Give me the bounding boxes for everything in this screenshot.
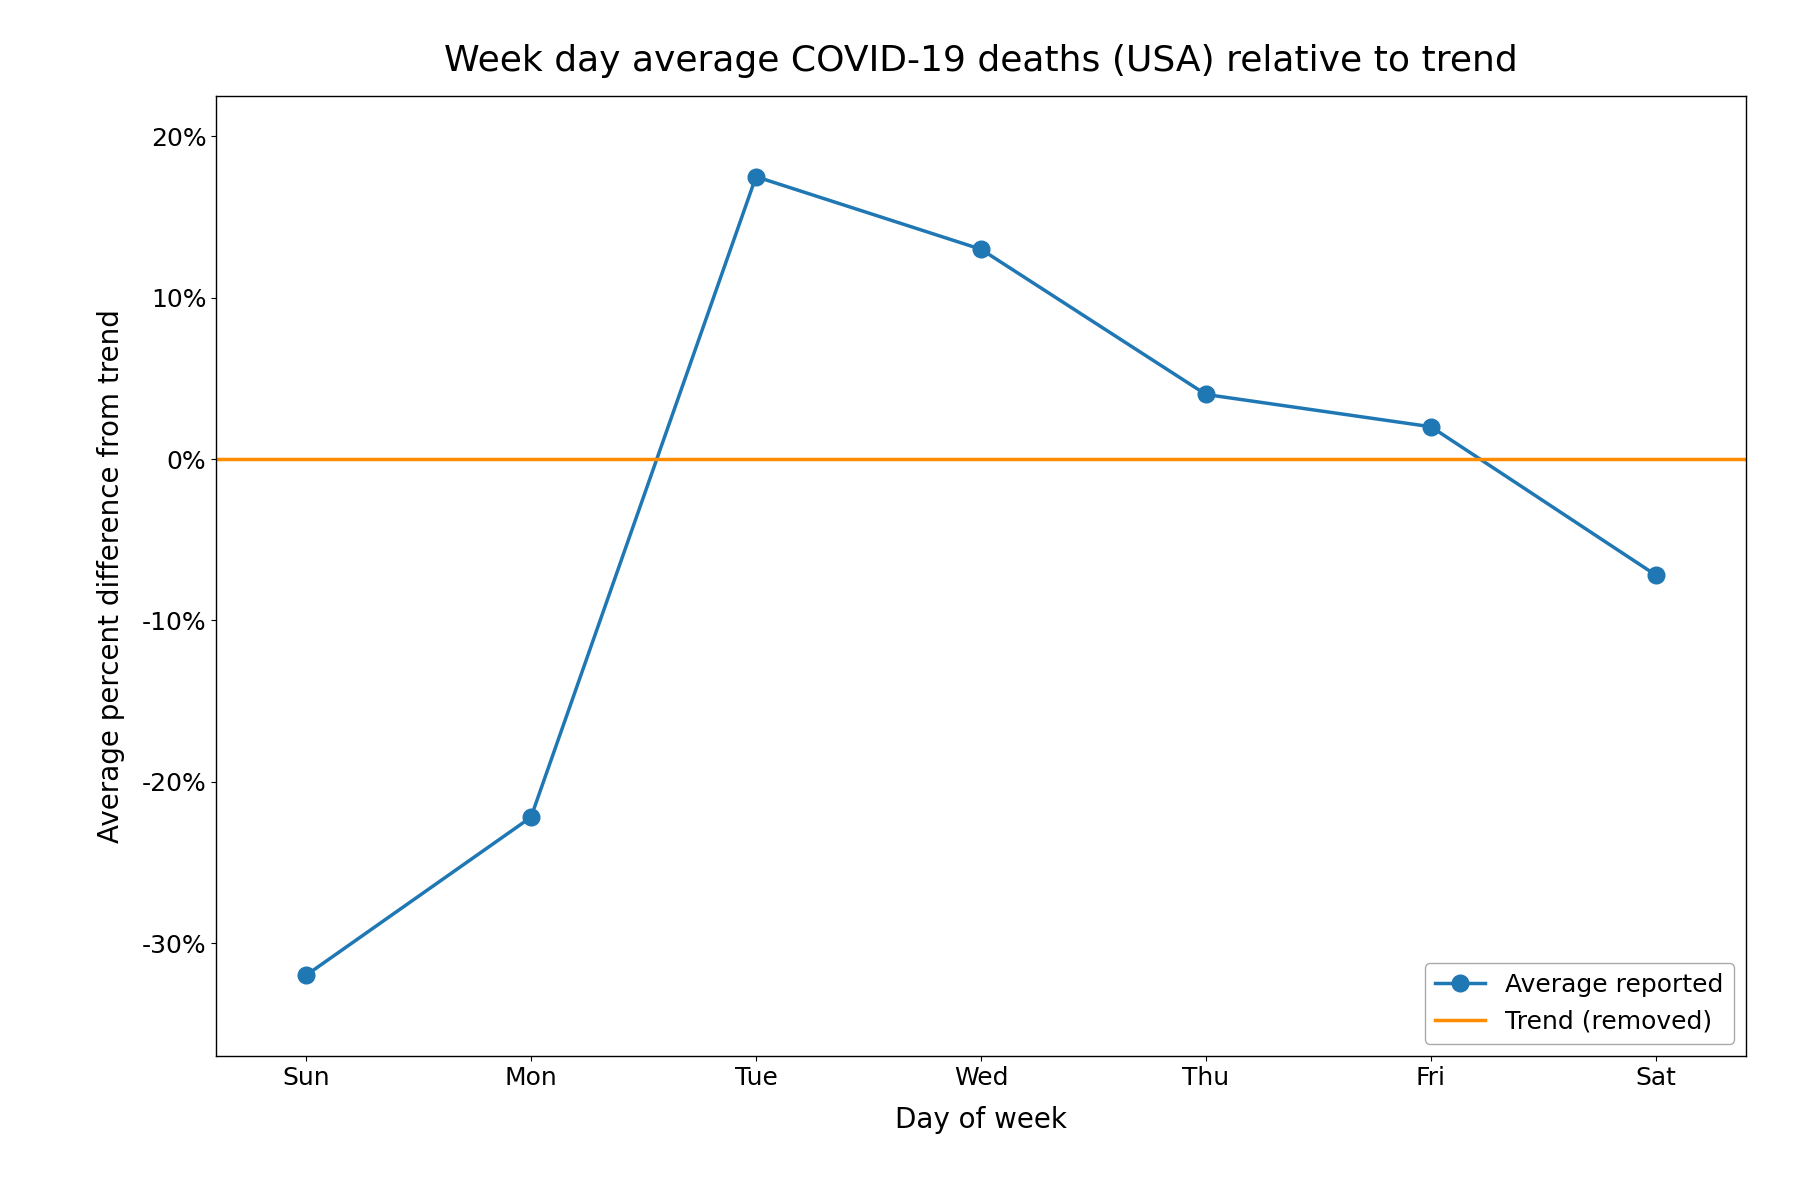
Trend (removed) [520, 452, 542, 467]
Title: Week day average COVID-19 deaths (USA) relative to trend: Week day average COVID-19 deaths (USA) r… [445, 44, 1517, 78]
Average reported [1645, 568, 1667, 582]
Average reported [520, 810, 542, 824]
X-axis label: Day of week: Day of week [895, 1106, 1067, 1134]
Average reported [295, 968, 317, 983]
Average reported [745, 169, 767, 184]
Line: Average reported: Average reported [297, 168, 1665, 984]
Average reported [1420, 420, 1442, 434]
Average reported [1195, 388, 1217, 402]
Average reported [970, 242, 992, 257]
Trend (removed) [295, 452, 317, 467]
Legend: Average reported, Trend (removed): Average reported, Trend (removed) [1426, 962, 1733, 1044]
Y-axis label: Average percent difference from trend: Average percent difference from trend [97, 310, 124, 842]
